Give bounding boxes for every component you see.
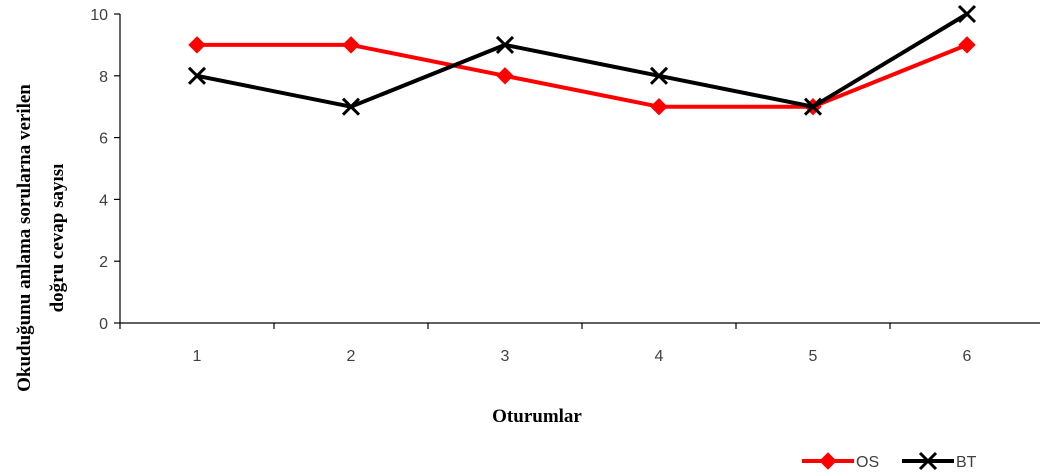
series-os-point	[958, 36, 976, 54]
series-bt-point	[649, 66, 669, 85]
series-bt-point	[341, 97, 361, 116]
series-os-point	[188, 36, 206, 54]
y-tick-label: 2	[99, 254, 108, 271]
y-axis-title-line-1: Okuduğunu anlama sorularna verilen	[14, 84, 35, 392]
series-os-point	[650, 97, 668, 116]
x-axis: 1 2 3 4 5 6	[119, 322, 1040, 365]
series-bt-point	[957, 4, 977, 24]
x-tick-label: 3	[501, 348, 510, 365]
x-tick-label: 4	[655, 348, 664, 365]
y-axis-title-line-2: doğru cevap sayısı	[47, 164, 68, 313]
series-bt-point	[187, 66, 207, 85]
legend-swatch-marker-bt-stroke-b	[918, 451, 938, 471]
x-tick-label: 6	[963, 348, 972, 365]
legend-item-os: OS	[802, 452, 879, 471]
legend-label-os: OS	[856, 454, 879, 471]
series-bt	[187, 4, 977, 116]
y-tick-label: 0	[99, 316, 108, 333]
y-tick-label: 6	[99, 131, 108, 148]
legend-item-bt: BT	[902, 451, 977, 471]
x-tick-label: 2	[347, 348, 356, 365]
series-layer	[187, 4, 977, 116]
legend-swatch-marker-os	[819, 452, 837, 470]
y-axis-title: Okuduğunu anlama sorularna verilen doğru…	[14, 84, 68, 392]
series-bt-point-stroke-b	[957, 4, 977, 24]
legend-swatch-marker-bt	[918, 451, 938, 471]
series-bt-point-stroke-b	[803, 97, 823, 116]
series-os	[188, 36, 976, 116]
series-bt-point-stroke-b	[649, 66, 669, 85]
legend: OS BT	[802, 451, 977, 471]
series-bt-point	[803, 97, 823, 116]
x-tick-label: 5	[809, 348, 818, 365]
y-tick-label: 4	[99, 192, 108, 209]
series-os-point	[342, 36, 360, 54]
series-bt-point-stroke-b	[187, 66, 207, 85]
y-axis: 0 2 4 6 8 10	[90, 7, 121, 333]
legend-label-bt: BT	[956, 454, 977, 471]
series-os-point	[496, 67, 514, 85]
series-bt-point-stroke-b	[341, 97, 361, 116]
series-bt-point	[495, 35, 515, 54]
y-tick-label: 8	[99, 69, 108, 86]
series-os-line	[197, 42, 968, 109]
x-tick-label: 1	[193, 348, 202, 365]
x-axis-title: Oturumlar	[492, 406, 582, 427]
y-tick-label: 10	[90, 7, 108, 24]
series-bt-line	[196, 12, 969, 109]
series-bt-point-stroke-b	[495, 35, 515, 54]
